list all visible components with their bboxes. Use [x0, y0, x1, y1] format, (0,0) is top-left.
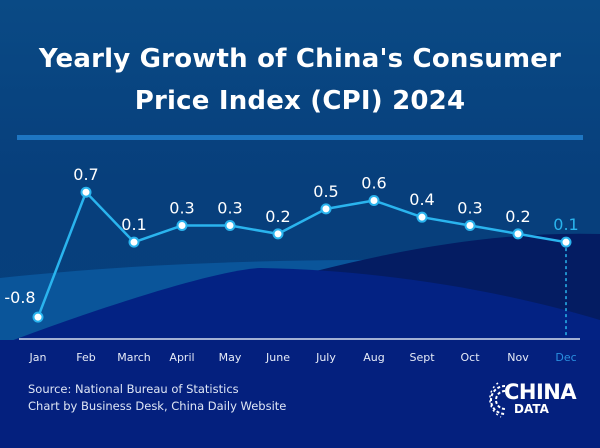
x-tick-label-dec: Dec	[555, 351, 576, 364]
data-point-nov	[512, 228, 524, 240]
signal-arcs-icon	[489, 382, 506, 418]
data-label-feb: 0.7	[73, 165, 98, 184]
data-label-oct: 0.3	[457, 199, 482, 218]
data-point-jan	[32, 311, 44, 323]
x-tick-label-aug: Aug	[363, 351, 384, 364]
data-point-july	[320, 203, 332, 215]
data-label-jan: -0.8	[4, 288, 35, 307]
data-point-feb	[80, 186, 92, 198]
data-label-april: 0.3	[169, 199, 194, 218]
data-point-april	[176, 220, 188, 232]
x-tick-label-sept: Sept	[409, 351, 435, 364]
logo-data-text: DATA	[514, 402, 549, 416]
logo-china-text: CHINA	[504, 380, 577, 404]
title-underline	[17, 135, 583, 140]
data-label-dec: 0.1	[553, 215, 578, 234]
x-tick-label-july: July	[315, 351, 336, 364]
data-point-sept	[416, 211, 428, 223]
data-label-march: 0.1	[121, 215, 146, 234]
x-tick-label-nov: Nov	[507, 351, 529, 364]
china-data-logo: CHINA DATA	[487, 380, 582, 420]
credit-text: Chart by Business Desk, China Daily Webs…	[28, 399, 287, 413]
data-point-aug	[368, 195, 380, 207]
x-tick-label-may: May	[219, 351, 242, 364]
data-label-june: 0.2	[265, 207, 290, 226]
data-label-nov: 0.2	[505, 207, 530, 226]
series-line	[36, 190, 567, 318]
x-tick-label-oct: Oct	[460, 351, 480, 364]
x-tick-label-march: March	[117, 351, 151, 364]
data-point-oct	[464, 220, 476, 232]
data-label-may: 0.3	[217, 199, 242, 218]
x-tick-label-april: April	[169, 351, 194, 364]
chart-title-line2: Price Index (CPI) 2024	[134, 86, 466, 116]
data-label-aug: 0.6	[361, 174, 386, 193]
data-label-sept: 0.4	[409, 190, 434, 209]
data-point-dec	[560, 236, 572, 248]
data-point-june	[272, 228, 284, 240]
x-tick-label-jan: Jan	[29, 351, 47, 364]
source-text: Source: National Bureau of Statistics	[28, 382, 239, 396]
chart-title-line1: Yearly Growth of China's Consumer	[38, 44, 562, 74]
data-point-march	[128, 236, 140, 248]
data-label-july: 0.5	[313, 182, 338, 201]
x-tick-label-feb: Feb	[76, 351, 95, 364]
footer-band	[0, 340, 600, 448]
x-tick-label-june: June	[265, 351, 290, 364]
data-point-may	[224, 220, 236, 232]
